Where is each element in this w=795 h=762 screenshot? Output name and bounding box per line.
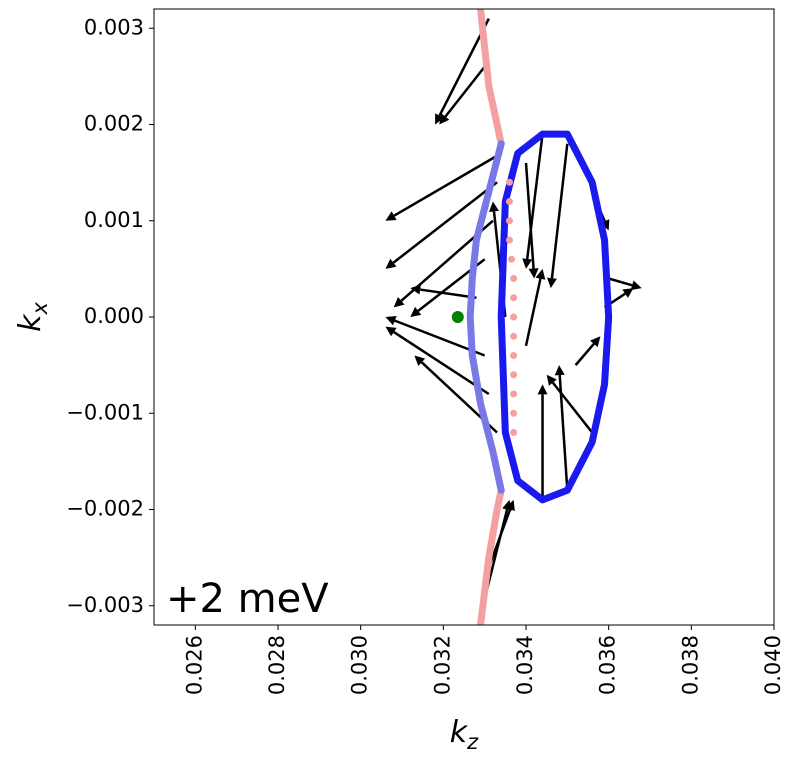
arrow-shaft bbox=[444, 65, 486, 118]
arrow-shaft bbox=[524, 278, 542, 347]
arrow-head bbox=[622, 288, 634, 298]
point bbox=[510, 371, 518, 379]
x-label-symbol: k bbox=[450, 715, 469, 750]
arrow-head bbox=[554, 365, 565, 376]
y-tick-label: 0.001 bbox=[84, 208, 144, 232]
arrow bbox=[385, 152, 502, 221]
point bbox=[505, 217, 513, 225]
point bbox=[510, 294, 518, 302]
curve bbox=[466, 140, 505, 494]
x-tick-label: 0.030 bbox=[348, 635, 372, 695]
arrow-shaft bbox=[551, 381, 594, 434]
point bbox=[505, 178, 513, 186]
x-tick-label: 0.036 bbox=[596, 635, 620, 695]
arrow-shaft bbox=[525, 133, 544, 260]
annotation: +2 meV bbox=[166, 576, 329, 622]
arrow-head bbox=[630, 280, 642, 291]
y-tick-label: −0.001 bbox=[66, 400, 144, 424]
point bbox=[510, 390, 518, 398]
arrow-head bbox=[439, 113, 450, 125]
arrow-head bbox=[505, 499, 515, 511]
point bbox=[510, 429, 518, 436]
point bbox=[510, 275, 518, 282]
arrow-head bbox=[385, 315, 397, 326]
point bbox=[510, 409, 518, 417]
arrow bbox=[385, 181, 498, 269]
point bbox=[508, 255, 516, 263]
curve bbox=[477, 9, 505, 625]
arrow-head bbox=[522, 258, 533, 269]
arrow-head bbox=[546, 374, 557, 386]
x-tick-label: 0.028 bbox=[265, 635, 289, 695]
arrow-shaft bbox=[608, 277, 633, 287]
y-tick-label: −0.002 bbox=[66, 497, 144, 521]
arrow-shaft bbox=[393, 331, 490, 396]
arrow-head bbox=[435, 113, 445, 125]
point bbox=[510, 332, 518, 340]
arrow-shaft bbox=[574, 343, 595, 366]
arrow bbox=[537, 384, 548, 500]
x-tick-label: 0.038 bbox=[678, 635, 702, 695]
point bbox=[505, 198, 513, 205]
y-tick-label: −0.003 bbox=[66, 593, 144, 617]
curve bbox=[497, 130, 613, 504]
arrow bbox=[524, 162, 539, 279]
arrow-head bbox=[590, 336, 601, 348]
arrow bbox=[410, 284, 477, 299]
arrow-shaft bbox=[524, 162, 535, 269]
point bbox=[510, 313, 518, 321]
x-tick-label: 0.032 bbox=[430, 635, 454, 695]
arrow-shaft bbox=[419, 288, 477, 299]
arrow bbox=[439, 65, 486, 125]
arrow-head bbox=[385, 258, 397, 269]
x-tick-label: 0.040 bbox=[761, 635, 785, 695]
arrow bbox=[524, 268, 546, 347]
arrow-head bbox=[393, 297, 405, 308]
arrow-head bbox=[535, 268, 546, 280]
arrow-head bbox=[537, 384, 548, 395]
point bbox=[451, 311, 464, 323]
arrow-head bbox=[385, 211, 397, 221]
x-tick-label: 0.026 bbox=[182, 635, 206, 695]
arrow bbox=[546, 143, 569, 289]
point bbox=[505, 236, 513, 244]
arrow-head bbox=[410, 284, 421, 295]
arrow-shaft bbox=[550, 143, 569, 279]
arrow bbox=[546, 374, 594, 434]
arrow-head bbox=[546, 277, 557, 289]
y-label-subscript: x bbox=[28, 302, 52, 316]
x-label-subscript: z bbox=[466, 730, 479, 754]
x-axis-label: kz bbox=[450, 715, 479, 754]
arrow-head bbox=[528, 268, 539, 279]
arrow-head bbox=[385, 326, 397, 337]
y-tick-label: 0.002 bbox=[84, 112, 144, 136]
y-label-symbol: k bbox=[13, 313, 48, 332]
arrow-head bbox=[489, 201, 499, 212]
arrow bbox=[574, 336, 601, 366]
x-tick-label: 0.034 bbox=[513, 635, 537, 695]
arrow-shaft bbox=[392, 181, 498, 264]
arrow-head bbox=[414, 355, 426, 366]
arrow-head bbox=[410, 306, 422, 317]
arrow-shaft bbox=[393, 152, 502, 217]
y-axis-label: kx bbox=[13, 302, 52, 332]
plot-area bbox=[154, 9, 774, 625]
arrow bbox=[385, 326, 490, 396]
plot-content bbox=[385, 9, 642, 625]
arrow bbox=[522, 133, 544, 269]
arrow bbox=[608, 277, 642, 291]
y-tick-label: 0.003 bbox=[84, 15, 144, 39]
y-tick-label: 0.000 bbox=[84, 304, 144, 328]
point bbox=[510, 352, 518, 359]
